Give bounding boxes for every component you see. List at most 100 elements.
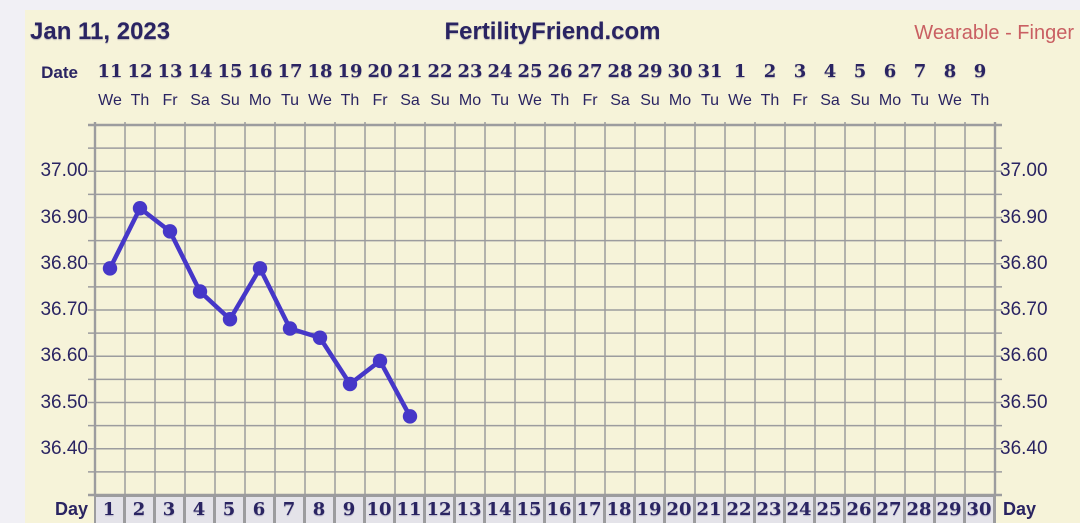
date-cell: 21 <box>397 61 423 82</box>
date-cell: 25 <box>517 61 543 82</box>
date-cell: 11 <box>97 61 123 82</box>
cycle-day-cell: 22 <box>725 497 753 523</box>
y-tick-label: 36.70 <box>40 299 88 320</box>
date-cell: 16 <box>247 61 273 82</box>
temperature-data-point <box>132 201 148 216</box>
weekday-cell: Tu <box>700 92 720 109</box>
weekday-cell: Th <box>760 92 780 109</box>
cycle-day-cell: 4 <box>185 497 213 523</box>
weekday-cell: Th <box>130 92 150 109</box>
cycle-day-cell: 12 <box>425 497 453 523</box>
temperature-data-point <box>312 330 328 345</box>
cycle-day-cell: 5 <box>215 497 243 523</box>
date-cell: 5 <box>853 61 867 82</box>
cycle-day-cell: 1 <box>95 497 123 523</box>
cycle-day-row: 1 2 3 4 5 6 7 8 9 10 11 12 13 14 15 16 17 18 19 20 21 22 23 24 2… <box>94 495 996 523</box>
cycle-day-cell: 26 <box>845 497 873 523</box>
cycle-day-cell: 2 <box>125 497 153 523</box>
temperature-data-point <box>162 224 178 239</box>
weekday-cell: Mo <box>458 92 482 109</box>
cycle-day-cell: 7 <box>275 497 303 523</box>
weekday-cell: Su <box>430 92 450 109</box>
day-axis-label-right: Day <box>1003 499 1037 519</box>
date-cell: 3 <box>793 61 807 82</box>
cycle-day-cell: 11 <box>395 497 423 523</box>
cycle-day-cell: 25 <box>815 497 843 523</box>
weekday-cell: We <box>938 92 962 109</box>
weekday-cell: We <box>98 92 122 109</box>
date-cell: 26 <box>547 61 573 82</box>
y-tick-label: 36.40 <box>40 437 88 459</box>
weekday-cell: Su <box>850 92 870 109</box>
weekday-cell: We <box>518 92 542 109</box>
weekday-cell: Th <box>340 92 360 109</box>
date-cell: 24 <box>487 61 513 82</box>
date-cell: 19 <box>337 61 363 82</box>
chart-panel <box>25 10 1080 523</box>
weekday-cell: We <box>308 92 332 109</box>
date-cell: 14 <box>187 61 213 82</box>
temperature-data-point <box>222 312 238 327</box>
cycle-day-cell: 6 <box>245 497 273 523</box>
date-cell: 31 <box>697 61 723 82</box>
weekday-cell: Fr <box>162 92 178 109</box>
date-cell: 23 <box>457 61 483 82</box>
cycle-day-cell: 24 <box>785 497 813 523</box>
weekday-cell: Th <box>550 92 570 109</box>
cycle-day-cell: 17 <box>575 497 603 523</box>
temperature-data-point <box>372 353 388 369</box>
date-cell: 27 <box>577 61 603 82</box>
date-cell: 17 <box>277 61 303 82</box>
date-cell: 15 <box>217 61 243 82</box>
y-tick-label: 36.60 <box>40 345 88 367</box>
cycle-day-cell: 21 <box>695 497 723 523</box>
y-tick-label: 36.90 <box>1000 206 1048 228</box>
weekday-cell: Th <box>970 92 990 109</box>
date-cell: 30 <box>667 61 693 82</box>
y-tick-label: 36.90 <box>40 206 88 228</box>
weekday-cell: Tu <box>280 92 300 109</box>
date-cell: 6 <box>883 61 897 82</box>
cycle-day-cell: 10 <box>365 497 393 523</box>
weekday-cell: Sa <box>820 92 840 109</box>
date-cell: 13 <box>157 61 183 82</box>
cycle-day-cell: 28 <box>905 497 933 523</box>
temperature-data-point <box>402 409 418 424</box>
chart-start-date: Jan 11, 2023 <box>30 18 171 45</box>
cycle-day-cell: 30 <box>965 497 993 523</box>
weekday-cell: We <box>728 92 752 109</box>
cycle-day-cell: 20 <box>665 497 693 523</box>
date-cell: 18 <box>307 61 333 82</box>
cycle-day-cell: 14 <box>485 497 513 523</box>
day-axis-label-left: Day <box>54 499 88 519</box>
date-cell: 4 <box>823 61 837 82</box>
temperature-data-point <box>192 284 208 299</box>
weekday-cell: Tu <box>910 92 930 109</box>
date-cell: 22 <box>427 61 453 82</box>
y-tick-label: 36.70 <box>1000 299 1048 320</box>
cycle-day-cell: 29 <box>935 497 963 523</box>
date-cell: 1 <box>733 61 747 82</box>
temperature-data-point <box>102 261 118 276</box>
date-cell: 8 <box>943 61 957 82</box>
weekday-cell: Fr <box>582 92 598 109</box>
cycle-day-cell: 23 <box>755 497 783 523</box>
date-cell: 7 <box>913 61 927 82</box>
date-cell: 28 <box>607 61 633 82</box>
date-cell: 9 <box>973 61 987 82</box>
cycle-day-cell: 13 <box>455 497 483 523</box>
y-tick-label: 37.00 <box>40 160 88 182</box>
date-cell: 20 <box>367 61 393 82</box>
date-cell: 12 <box>127 61 153 82</box>
weekday-cell: Mo <box>248 92 272 109</box>
y-tick-label: 36.80 <box>1000 252 1048 274</box>
date-axis-label: Date <box>41 63 78 82</box>
y-tick-label: 36.60 <box>1000 345 1048 367</box>
weekday-cell: Mo <box>668 92 692 109</box>
weekday-cell: Sa <box>400 92 420 109</box>
y-tick-label: 36.40 <box>1000 437 1048 459</box>
weekday-cell: Sa <box>190 92 210 109</box>
device-label: Wearable - Finger <box>914 22 1074 44</box>
date-cell: 2 <box>763 61 777 82</box>
